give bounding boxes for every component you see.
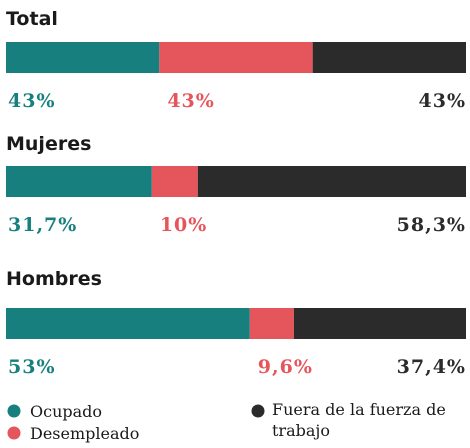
bar-segment [293,308,466,339]
bar-segment [6,308,250,339]
category-label: Hombres [6,268,102,290]
bar-segment [159,42,313,73]
value-label: 53% [8,356,56,378]
legend-label: Ocupado [30,402,102,421]
bar-segment [6,166,152,197]
legend-marker [7,426,21,440]
value-label: 37,4% [397,356,466,378]
legend-label: Desempleado [30,424,139,443]
legend-marker [7,404,21,418]
bar-segment [197,166,466,197]
bar-segment [249,308,294,339]
legend-marker [251,404,265,418]
legend-label: Fuera de la fuerza de trabajo [272,400,446,440]
category-label: Mujeres [6,133,91,155]
value-label: 43% [167,90,215,112]
value-label: 10% [160,214,208,236]
bar-segment [6,42,160,73]
value-label: 43% [419,90,467,112]
bar-segment [151,166,198,197]
value-label: 31,7% [8,214,77,236]
category-label: Total [6,8,58,30]
legend-label-box: Fuera de la fuerza de trabajo [272,400,446,440]
value-label: 58,3% [397,214,466,236]
bar-segment [312,42,466,73]
value-label: 9,6% [258,356,313,378]
value-label: 43% [8,90,56,112]
